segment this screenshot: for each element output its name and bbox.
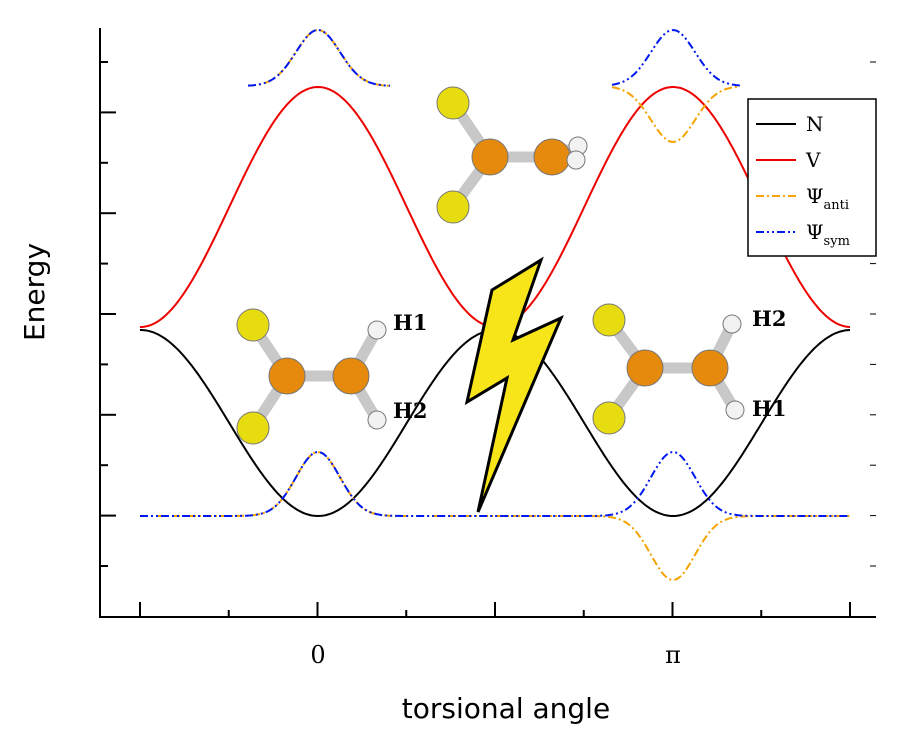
legend-subscript: sym — [824, 234, 850, 249]
atom — [722, 314, 742, 334]
atom — [367, 320, 387, 340]
atom — [436, 190, 470, 224]
legend-symbol: Ψ — [806, 220, 824, 244]
legend-box — [747, 98, 877, 257]
atom — [332, 357, 370, 395]
psi-sym-top — [247, 28, 741, 87]
legend-label: Ψsym — [806, 220, 850, 249]
atom-label: H1 — [752, 396, 786, 421]
ticks — [100, 61, 876, 617]
legend-label: N — [806, 112, 824, 136]
legend-subscript: anti — [824, 198, 850, 213]
x-tick-label: π — [665, 641, 681, 669]
atom — [436, 86, 470, 120]
atom — [725, 400, 745, 420]
legend: N V Ψanti Ψsym — [747, 98, 877, 257]
atom-label: H1 — [393, 310, 427, 335]
legend-label: Ψanti — [806, 184, 849, 213]
psi-anti-top — [247, 28, 741, 143]
atom — [592, 303, 626, 337]
atom-label: H2 — [393, 398, 427, 423]
atom — [367, 410, 387, 430]
x-tick-label: 0 — [310, 641, 325, 669]
atom-label: H2 — [752, 306, 786, 331]
atom — [268, 357, 306, 395]
atom — [566, 150, 586, 170]
psi-anti-bottom — [140, 450, 850, 581]
legend-label: V — [805, 148, 821, 172]
atom — [691, 349, 729, 387]
atom-labels: H1 H2 H2 H1 — [393, 306, 786, 423]
legend-symbol: Ψ — [806, 184, 824, 208]
atom — [236, 308, 270, 342]
x-axis-label: torsional angle — [402, 692, 610, 725]
atom — [533, 138, 571, 176]
atom — [626, 349, 664, 387]
molecules — [236, 86, 745, 445]
atom — [592, 401, 626, 435]
y-axis-label: Energy — [18, 243, 51, 341]
lightning-bolt — [464, 256, 564, 513]
atom — [236, 411, 270, 445]
atom — [471, 138, 509, 176]
